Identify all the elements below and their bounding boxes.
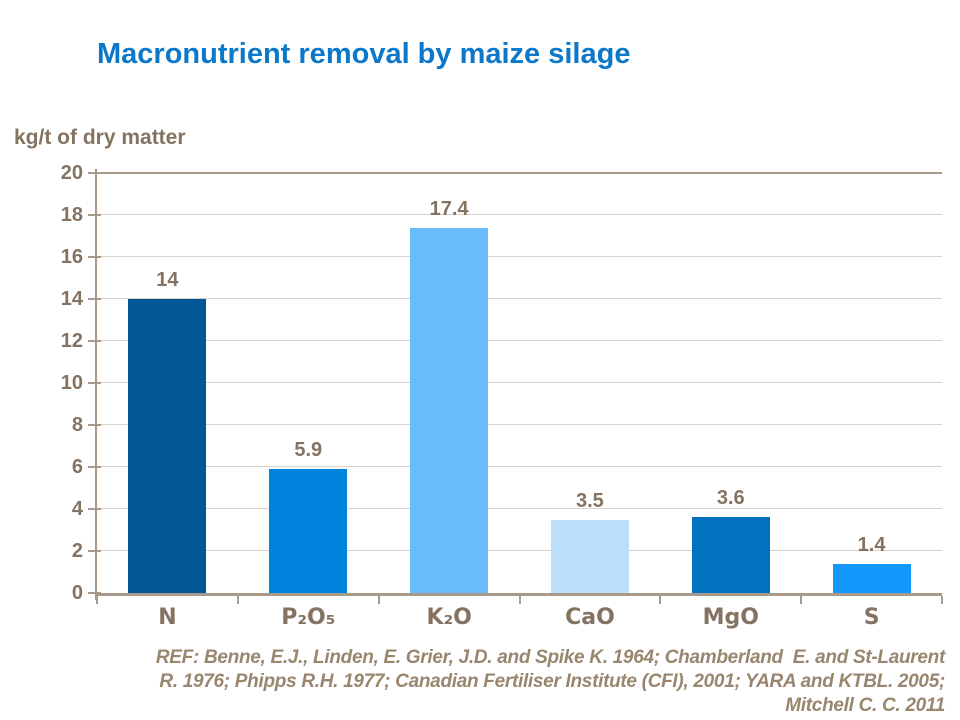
x-axis-category-label: N (158, 605, 177, 630)
y-axis-tick (88, 466, 101, 468)
y-axis-tick (88, 214, 101, 216)
gridline (97, 298, 942, 299)
x-axis-category-label: S (863, 605, 880, 630)
y-axis-tick-label: 14 (60, 288, 83, 310)
y-axis-tick-label: 18 (60, 204, 83, 226)
x-axis-tick (659, 596, 662, 604)
bar-S (832, 563, 911, 593)
bar-K₂O (410, 227, 489, 593)
y-axis-tick-label: 4 (71, 498, 83, 520)
x-axis-tick (96, 596, 98, 604)
x-axis-tick (941, 596, 943, 604)
plot-area: 14 5.9 17.4 3.5 3.6 1.4 (88, 169, 943, 604)
y-axis-tick-label: 20 (60, 162, 83, 184)
bar-MgO (691, 517, 770, 593)
y-axis-tick-label: 0 (71, 582, 83, 604)
gridline (97, 214, 942, 215)
x-axis-tick (518, 596, 521, 604)
gridline (97, 382, 942, 383)
y-axis-tick (88, 298, 101, 300)
gridline (97, 466, 942, 467)
chart-title: Macronutrient removal by maize silage (97, 38, 631, 70)
bar-CaO (550, 519, 629, 593)
y-axis-tick (88, 382, 101, 384)
y-axis-line (95, 169, 97, 600)
reference-citation: REF: Benne, E.J., Linden, E. Grier, J.D.… (15, 646, 945, 718)
y-axis-tick (88, 550, 101, 552)
bar-value-label: 3.5 (576, 489, 604, 512)
y-axis-tick (88, 508, 101, 510)
bar-value-label: 14 (156, 269, 179, 291)
bar-value-label: 1.4 (857, 533, 886, 556)
y-axis-tick (88, 592, 101, 594)
bar-value-label: 3.6 (716, 487, 745, 510)
x-axis-category-label: MgO (702, 605, 759, 630)
y-axis-tick (88, 340, 101, 342)
x-axis-tick (800, 596, 803, 604)
y-axis-tick-label: 10 (60, 372, 83, 394)
y-axis-tick-label: 8 (71, 414, 83, 436)
y-axis-title: kg/t of dry matter (14, 126, 186, 149)
y-axis-tick-label: 16 (60, 246, 83, 268)
y-axis-tick (88, 256, 101, 258)
y-axis-tick (88, 424, 101, 426)
y-axis-tick (88, 172, 101, 174)
bar-value-label: 5.9 (294, 439, 323, 462)
x-axis-category-label: CaO (565, 605, 615, 630)
bar-P₂O₅ (269, 469, 348, 593)
x-axis-tick (377, 596, 380, 604)
gridline (97, 508, 942, 509)
gridline (97, 550, 942, 551)
y-axis-tick-label: 2 (71, 540, 83, 562)
bar-N (128, 299, 207, 593)
x-axis-line (97, 593, 942, 596)
reference-line: R. 1976; Phipps R.H. 1977; Canadian Fert… (159, 671, 945, 692)
x-axis-category-label: P₂O₅ (281, 605, 336, 630)
gridline (97, 424, 942, 425)
gridline (97, 256, 942, 257)
gridline (97, 340, 942, 341)
x-axis-category-label: K₂O (426, 605, 472, 630)
reference-line: Mitchell C. C. 2011 (785, 695, 945, 716)
y-axis-tick-label: 6 (71, 456, 83, 478)
plot-top-border (97, 172, 942, 174)
x-axis-tick (236, 596, 239, 604)
bar-value-label: 17.4 (429, 197, 469, 220)
reference-line: REF: Benne, E.J., Linden, E. Grier, J.D.… (155, 647, 945, 668)
y-axis-tick-label: 12 (60, 330, 83, 352)
